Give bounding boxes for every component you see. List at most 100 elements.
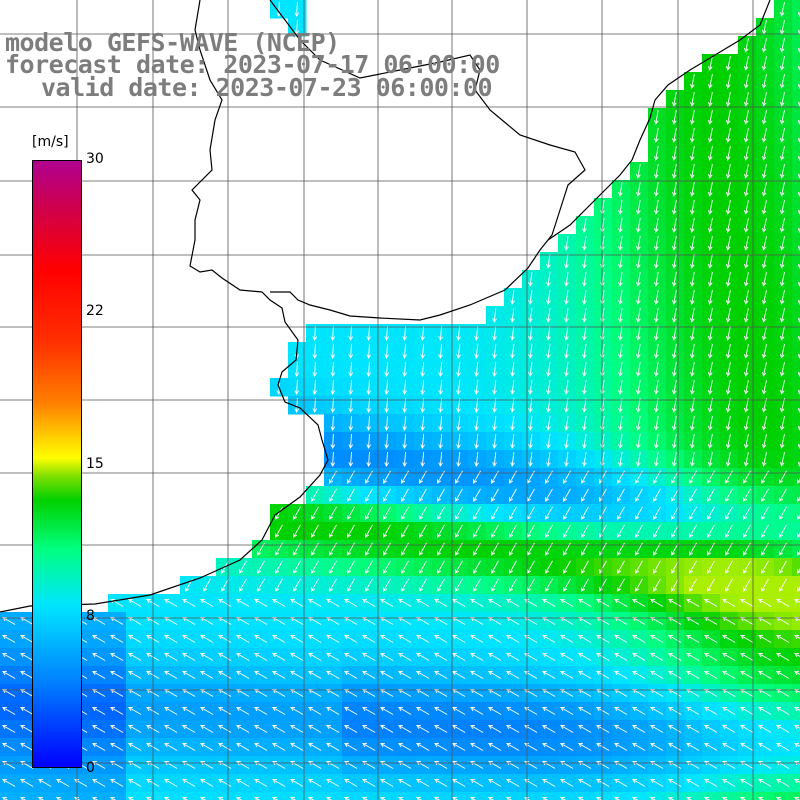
wind-arrow [654, 416, 659, 431]
wind-arrow [492, 416, 497, 431]
wind-arrow [668, 725, 682, 733]
wind-arrow [761, 398, 767, 413]
coastline-north [269, 0, 586, 321]
wind-arrow [20, 635, 34, 643]
wind-arrow [758, 743, 772, 751]
wind-arrow [257, 560, 265, 574]
speed-cell [756, 792, 775, 800]
wind-arrow [347, 560, 355, 574]
wind-arrow [110, 689, 124, 697]
wind-arrow [761, 200, 767, 215]
wind-arrow [308, 689, 322, 697]
wind-arrow [365, 524, 373, 538]
wind-arrow [722, 725, 736, 733]
wind-arrow [704, 653, 718, 661]
wind-arrow [456, 343, 461, 359]
wind-arrow [545, 560, 553, 574]
wind-arrow [761, 326, 767, 341]
wind-arrow [722, 689, 736, 697]
wind-arrow [618, 218, 623, 233]
wind-arrow [290, 653, 304, 661]
wind-arrow [707, 254, 713, 269]
wind-arrow [779, 128, 785, 143]
wind-arrow [398, 671, 412, 679]
wind-arrow [254, 689, 268, 697]
wind-arrow [636, 164, 641, 179]
wind-arrow [668, 779, 682, 787]
wind-arrow [776, 635, 790, 643]
wind-arrow [362, 707, 376, 715]
wind-arrow [398, 779, 412, 787]
wind-arrow [470, 671, 484, 679]
wind-arrow [510, 452, 515, 467]
wind-arrow [308, 671, 322, 679]
wind-arrow [506, 599, 520, 607]
wind-arrow [492, 362, 497, 377]
wind-arrow [578, 725, 592, 733]
wind-arrow [690, 380, 695, 395]
wind-arrow [182, 671, 196, 679]
wind-arrow [402, 379, 407, 395]
wind-arrow [653, 524, 661, 538]
wind-arrow [578, 707, 592, 715]
wind-arrow [128, 725, 142, 733]
wind-arrow [578, 653, 592, 661]
speed-cell [234, 792, 253, 800]
wind-arrow [722, 635, 736, 643]
wind-arrow [362, 635, 376, 643]
wind-arrow [290, 617, 304, 625]
wind-arrow [654, 344, 659, 359]
wind-arrow [614, 779, 628, 787]
legend-unit: [m/s] [32, 134, 69, 150]
wind-arrow [416, 779, 430, 787]
wind-arrow [344, 779, 358, 787]
wind-arrow [474, 451, 479, 467]
wind-arrow [401, 524, 409, 538]
wind-arrow [654, 128, 659, 143]
wind-arrow [492, 380, 497, 395]
wind-arrow [347, 506, 355, 520]
wind-arrow [398, 617, 412, 625]
wind-arrow [672, 254, 677, 269]
wind-arrow [654, 452, 659, 467]
wind-arrow [636, 380, 641, 395]
wind-arrow [164, 743, 178, 751]
wind-arrow [456, 325, 461, 341]
wind-arrow [794, 725, 800, 730]
wind-arrow [542, 779, 556, 787]
wind-arrow [779, 38, 785, 53]
wind-arrow [527, 488, 535, 502]
wind-arrow [272, 725, 286, 733]
wind-arrow [690, 254, 695, 269]
wind-arrow [456, 361, 461, 377]
wind-arrow [420, 379, 425, 395]
speed-cell [324, 792, 343, 800]
wind-arrow [761, 74, 767, 89]
wind-arrow [686, 743, 700, 751]
wind-arrow [330, 325, 336, 341]
speed-cell [720, 792, 739, 800]
wind-arrow [546, 344, 551, 359]
wind-arrow [380, 599, 394, 607]
speed-cell [36, 792, 55, 800]
wind-arrow [635, 506, 643, 520]
wind-arrow [690, 452, 695, 467]
wind-arrow [452, 653, 466, 661]
wind-arrow [596, 617, 610, 625]
wind-arrow [779, 524, 787, 538]
wind-arrow [272, 635, 286, 643]
wind-arrow [92, 707, 106, 715]
wind-arrow [470, 617, 484, 625]
speed-cell [342, 792, 361, 800]
wind-arrow [254, 779, 268, 787]
wind-arrow [761, 164, 767, 179]
wind-arrow [654, 164, 659, 179]
wind-arrow [689, 488, 697, 502]
wind-arrow [110, 725, 124, 733]
wind-arrow [402, 343, 407, 359]
wind-arrow [614, 599, 628, 607]
speed-cell [792, 252, 800, 271]
wind-arrow [473, 506, 481, 520]
wind-arrow [362, 725, 376, 733]
